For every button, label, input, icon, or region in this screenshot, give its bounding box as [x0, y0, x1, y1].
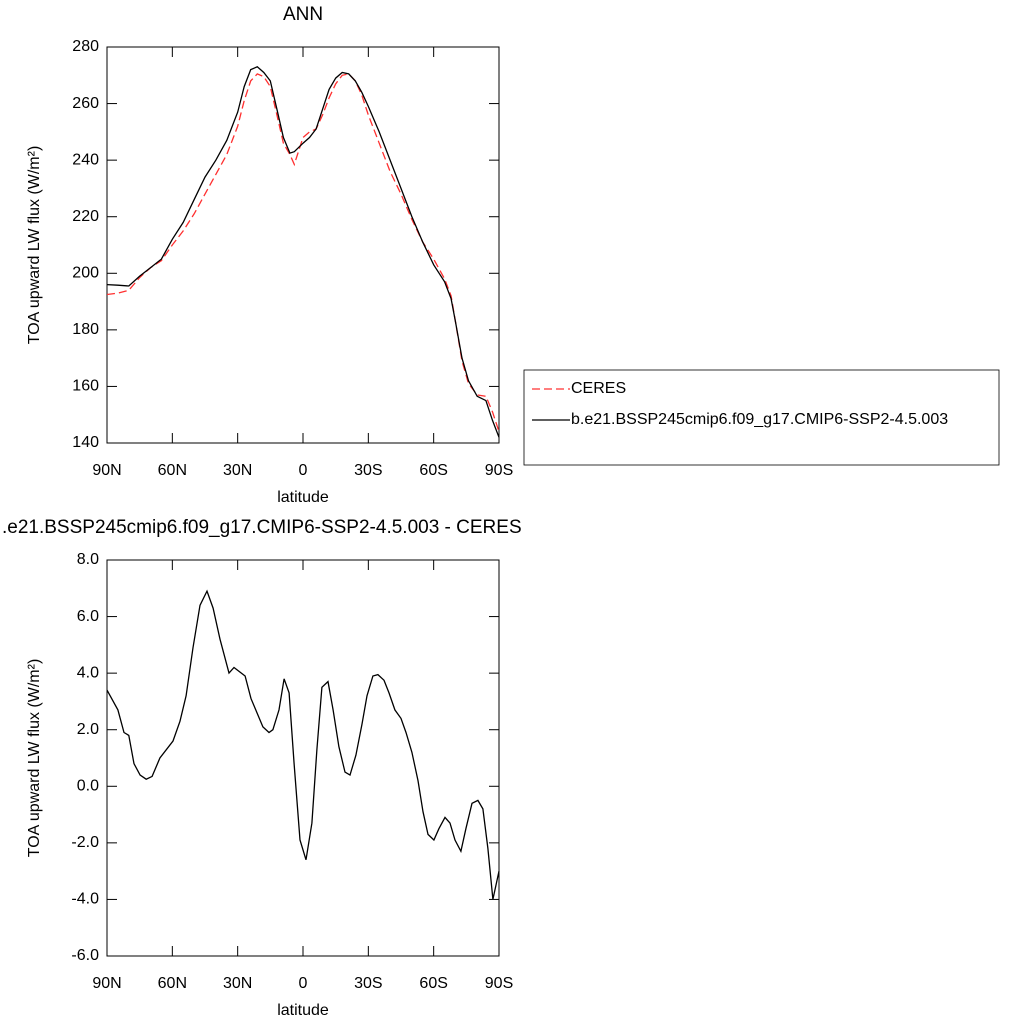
- x-tick-label: 30S: [354, 975, 382, 992]
- y-axis-label: TOA upward LW flux (W/m²): [26, 659, 43, 858]
- legend-label: CERES: [571, 380, 626, 397]
- plot-frame: [106, 46, 500, 444]
- x-tick-label: 0: [299, 975, 308, 992]
- y-tick-label: 260: [72, 95, 99, 112]
- x-tick-label: 90N: [92, 975, 121, 992]
- y-tick-label: -6.0: [71, 947, 99, 964]
- y-tick-label: 280: [72, 38, 99, 55]
- x-tick-label: 30N: [223, 462, 252, 479]
- legend-label: b.e21.BSSP245cmip6.f09_g17.CMIP6-SSP2-4.…: [571, 411, 948, 428]
- y-tick-label: 2.0: [77, 721, 99, 738]
- y-tick-label: 220: [72, 208, 99, 225]
- y-tick-label: 8.0: [77, 551, 99, 568]
- data-line: [106, 73, 500, 432]
- y-tick-label: 160: [72, 378, 99, 395]
- y-tick-label: -4.0: [71, 891, 99, 908]
- x-tick-label: 90S: [485, 462, 513, 479]
- x-tick-label: 90N: [92, 462, 121, 479]
- y-tick-label: 0.0: [77, 778, 99, 795]
- data-line: [106, 589, 500, 900]
- y-tick-label: 200: [72, 265, 99, 282]
- y-tick-label: -2.0: [71, 834, 99, 851]
- x-axis-label: latitude: [277, 1002, 329, 1019]
- legend-box: [523, 369, 1000, 466]
- x-tick-label: 30N: [223, 975, 252, 992]
- y-tick-label: 180: [72, 321, 99, 338]
- x-tick-label: 30S: [354, 462, 382, 479]
- x-tick-label: 60S: [419, 975, 447, 992]
- y-tick-label: 6.0: [77, 608, 99, 625]
- chart-title: .e21.BSSP245cmip6.f09_g17.CMIP6-SSP2-4.5…: [2, 517, 522, 538]
- x-tick-label: 0: [299, 462, 308, 479]
- x-tick-label: 60N: [158, 462, 187, 479]
- x-tick-label: 90S: [485, 975, 513, 992]
- y-tick-label: 4.0: [77, 664, 99, 681]
- x-axis-label: latitude: [277, 489, 329, 506]
- x-tick-label: 60S: [419, 462, 447, 479]
- chart-title: ANN: [283, 4, 323, 25]
- y-tick-label: 240: [72, 151, 99, 168]
- x-tick-label: 60N: [158, 975, 187, 992]
- y-tick-label: 140: [72, 434, 99, 451]
- data-line: [106, 66, 500, 438]
- y-axis-label: TOA upward LW flux (W/m²): [26, 146, 43, 345]
- plot-frame: [106, 559, 500, 957]
